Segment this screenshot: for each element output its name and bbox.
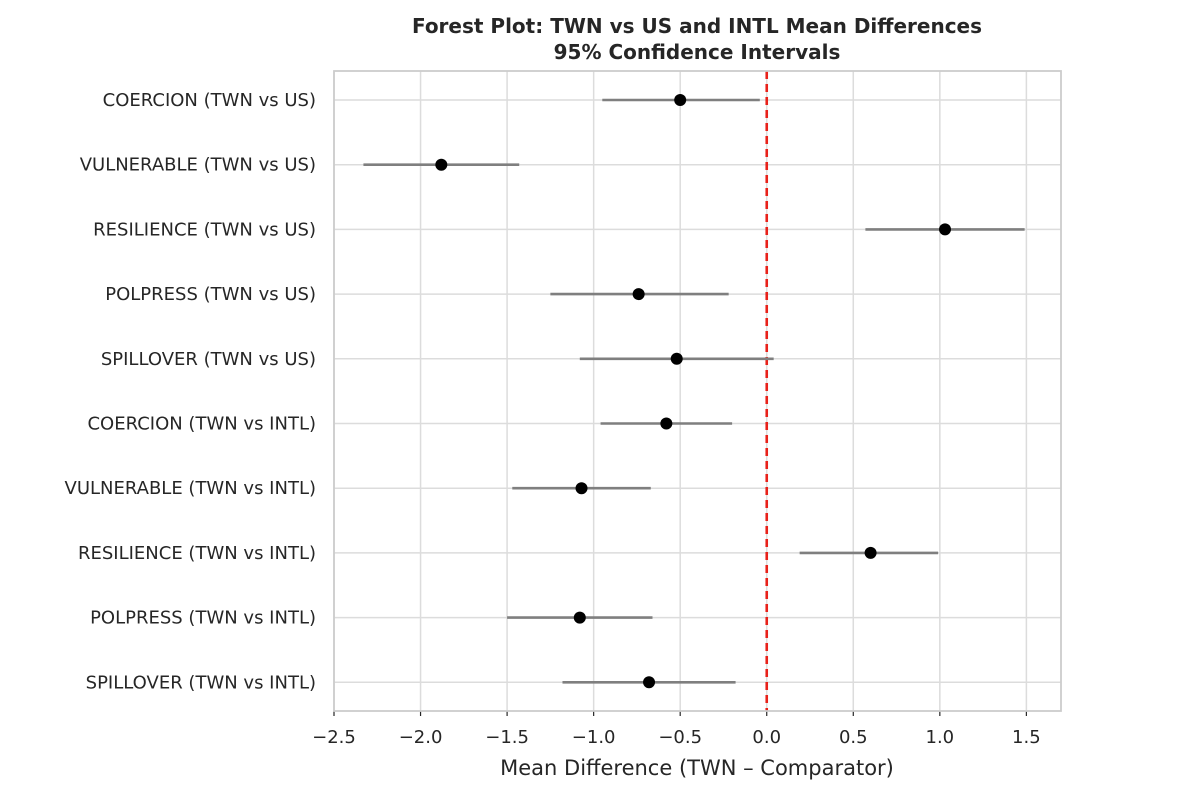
chart-title-line1: Forest Plot: TWN vs US and INTL Mean Dif… [412,14,982,38]
point-estimate [674,94,687,106]
plot-frame [333,70,1062,712]
x-tick-label: −2.0 [399,727,443,748]
data-layer [363,94,1025,689]
row-label: POLPRESS (TWN vs INTL) [90,608,316,629]
row-label: SPILLOVER (TWN vs US) [101,349,316,370]
point-estimate [864,546,877,559]
x-tick-label: 1.0 [926,727,955,748]
x-axis-label: Mean Difference (TWN – Comparator) [500,756,894,780]
row-label: SPILLOVER (TWN vs INTL) [86,672,316,693]
point-estimate [660,417,673,430]
point-estimate [632,288,645,301]
point-estimate [670,352,683,365]
x-tick-label: 1.5 [1012,727,1041,748]
row-label: VULNERABLE (TWN vs US) [80,155,316,176]
x-tick-label: 0.0 [752,727,781,748]
point-estimate [435,158,448,171]
x-tick-label: −2.5 [312,727,356,748]
y-axis-labels: COERCION (TWN vs US) VULNERABLE (TWN vs U… [65,90,317,693]
row-label: RESILIENCE (TWN vs INTL) [78,543,316,564]
point-estimate [939,223,952,236]
point-estimate [643,676,656,689]
row-label: COERCION (TWN vs INTL) [87,414,316,435]
row-label: POLPRESS (TWN vs US) [105,284,316,305]
point-estimate [575,482,588,495]
row-label: COERCION (TWN vs US) [103,90,316,111]
x-tick-label: 0.5 [839,727,868,748]
x-tick-label: −0.5 [658,727,702,748]
x-tick-label: −1.5 [485,727,529,748]
row-label: VULNERABLE (TWN vs INTL) [65,478,317,499]
x-axis-ticks: −2.5 −2.0 −1.5 −1.0 −0.5 0.0 0.5 1.0 1.5 [312,711,1041,748]
x-tick-label: −1.0 [572,727,616,748]
chart-title-line2: 95% Confidence Intervals [554,40,841,64]
row-label: RESILIENCE (TWN vs US) [93,219,316,240]
point-estimate [573,611,586,624]
